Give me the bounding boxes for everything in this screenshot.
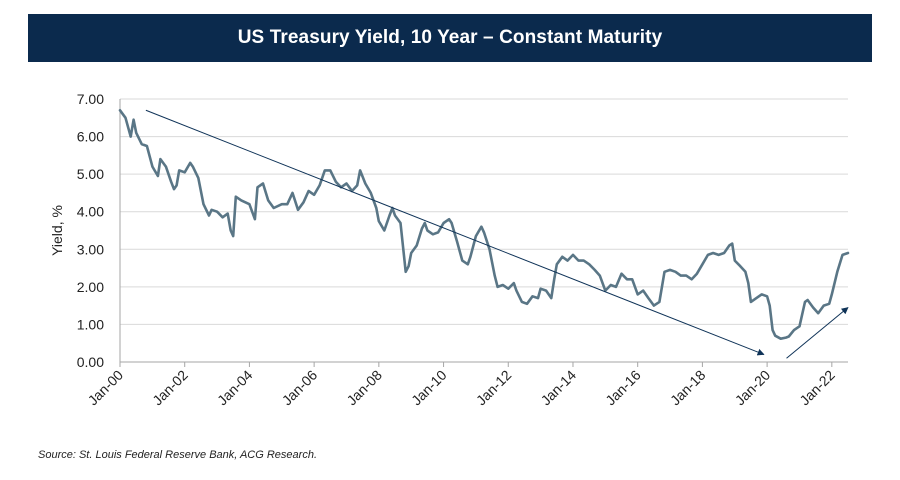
x-tick-label: Jan-16 — [602, 367, 644, 409]
y-tick-label: 1.00 — [77, 316, 104, 332]
x-tick-label: Jan-10 — [408, 367, 450, 409]
y-axis-title: Yield, % — [49, 205, 65, 256]
chart-title-bar: US Treasury Yield, 10 Year – Constant Ma… — [28, 14, 872, 62]
y-tick-label: 6.00 — [77, 129, 104, 145]
y-tick-label: 2.00 — [77, 279, 104, 295]
x-tick-label: Jan-18 — [667, 367, 709, 409]
x-tick-label: Jan-08 — [343, 367, 385, 409]
x-tick-label: Jan-06 — [279, 367, 321, 409]
x-tick-label: Jan-22 — [796, 367, 838, 409]
y-tick-label: 3.00 — [77, 241, 104, 257]
downtrend-arrow — [145, 109, 765, 356]
x-tick-label: Jan-04 — [214, 367, 256, 409]
x-tick-label: Jan-14 — [538, 367, 580, 409]
chart-title: US Treasury Yield, 10 Year – Constant Ma… — [237, 27, 663, 48]
x-tick-label: Jan-00 — [85, 367, 127, 409]
x-tick-label: Jan-20 — [732, 367, 774, 409]
y-tick-label: 0.00 — [77, 354, 104, 370]
x-tick-label: Jan-02 — [149, 367, 191, 409]
x-tick-label: Jan-12 — [473, 367, 515, 409]
uptrend-arrow — [786, 307, 849, 359]
y-tick-label: 7.00 — [77, 91, 104, 107]
source-note: Source: St. Louis Federal Reserve Bank, … — [38, 449, 317, 461]
y-tick-label: 4.00 — [77, 204, 104, 220]
series-line — [118, 109, 850, 341]
y-tick-label: 5.00 — [77, 166, 104, 182]
